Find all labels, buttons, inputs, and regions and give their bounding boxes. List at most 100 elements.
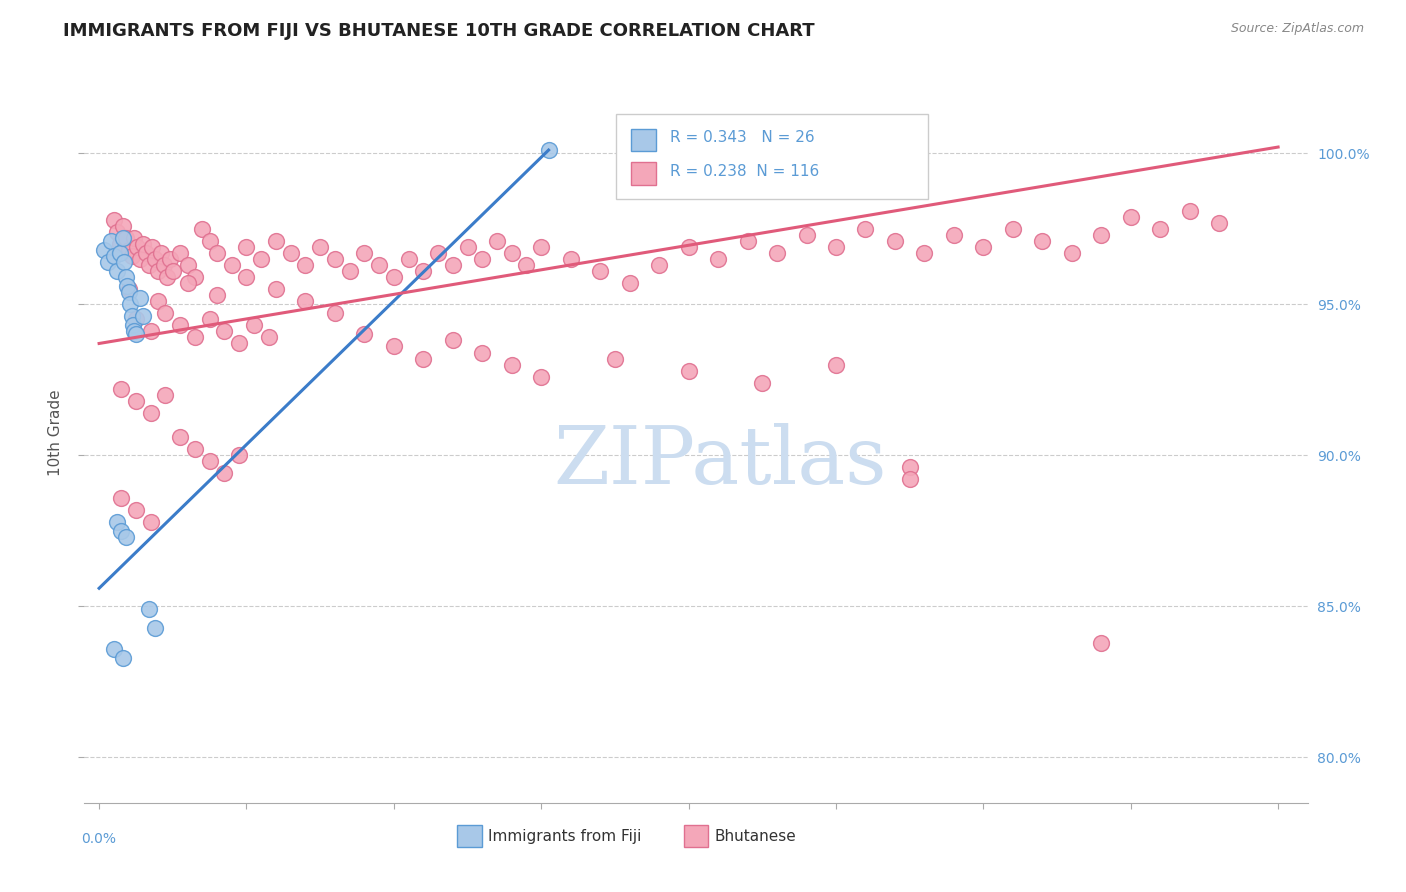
Point xyxy=(707,252,730,266)
Point xyxy=(912,245,935,260)
Point xyxy=(176,276,198,290)
Point xyxy=(825,240,848,254)
Point xyxy=(228,336,250,351)
Point xyxy=(441,334,464,348)
Point xyxy=(243,318,266,333)
Point xyxy=(135,245,157,260)
Point xyxy=(214,325,236,339)
Point xyxy=(121,249,143,263)
Point xyxy=(339,264,361,278)
Point xyxy=(125,327,148,342)
Point xyxy=(368,258,391,272)
Text: Bhutanese: Bhutanese xyxy=(714,829,796,844)
Point xyxy=(412,264,434,278)
Bar xyxy=(457,825,482,847)
Point xyxy=(412,351,434,366)
Point xyxy=(457,240,479,254)
Point xyxy=(110,491,132,505)
Point xyxy=(205,245,228,260)
Point xyxy=(898,460,921,475)
Point xyxy=(1090,227,1112,242)
Point xyxy=(184,330,207,344)
Point xyxy=(1001,221,1024,235)
Point xyxy=(294,294,316,309)
Point xyxy=(117,285,139,299)
Point xyxy=(737,234,759,248)
Point xyxy=(146,294,169,309)
Point xyxy=(501,245,523,260)
Point xyxy=(678,364,700,378)
Point xyxy=(264,282,287,296)
Point xyxy=(309,240,332,254)
Text: ZIPatlas: ZIPatlas xyxy=(554,423,887,501)
Bar xyxy=(683,825,709,847)
Point xyxy=(515,258,537,272)
Point xyxy=(294,258,316,272)
Point xyxy=(235,240,257,254)
Point xyxy=(471,252,494,266)
Point xyxy=(108,236,131,251)
Point xyxy=(141,240,163,254)
Text: Source: ZipAtlas.com: Source: ZipAtlas.com xyxy=(1230,22,1364,36)
Point xyxy=(205,288,228,302)
Point xyxy=(323,306,346,320)
Point xyxy=(105,225,128,239)
Point xyxy=(111,219,134,233)
Point xyxy=(155,306,177,320)
Point xyxy=(124,325,146,339)
Point xyxy=(1090,635,1112,649)
Bar xyxy=(631,129,655,152)
Point xyxy=(117,243,139,257)
Point xyxy=(122,318,145,333)
Point xyxy=(132,310,155,324)
Point xyxy=(176,258,198,272)
Point xyxy=(884,234,907,248)
Point xyxy=(146,264,169,278)
Point xyxy=(121,310,143,324)
Text: R = 0.343   N = 26: R = 0.343 N = 26 xyxy=(671,130,815,145)
Point xyxy=(105,515,128,529)
Point xyxy=(143,252,166,266)
Point xyxy=(898,473,921,487)
Point xyxy=(942,227,965,242)
Point xyxy=(114,530,136,544)
Point xyxy=(139,515,162,529)
Point xyxy=(139,325,162,339)
Text: R = 0.238  N = 116: R = 0.238 N = 116 xyxy=(671,164,820,178)
Point xyxy=(100,234,122,248)
Point xyxy=(132,236,155,251)
Point xyxy=(162,264,184,278)
Point xyxy=(530,240,553,254)
Point xyxy=(127,240,149,254)
Point xyxy=(110,382,132,396)
Point xyxy=(184,442,207,457)
Point xyxy=(138,602,160,616)
Point xyxy=(198,454,221,468)
Point xyxy=(103,249,125,263)
Point xyxy=(235,270,257,285)
Point xyxy=(214,467,236,481)
Point xyxy=(560,252,582,266)
Text: IMMIGRANTS FROM FIJI VS BHUTANESE 10TH GRADE CORRELATION CHART: IMMIGRANTS FROM FIJI VS BHUTANESE 10TH G… xyxy=(63,22,815,40)
Point xyxy=(117,282,139,296)
Point xyxy=(398,252,420,266)
Point xyxy=(1060,245,1083,260)
Point xyxy=(156,270,179,285)
Point xyxy=(485,234,508,248)
Point xyxy=(603,351,626,366)
Point xyxy=(110,524,132,538)
Point xyxy=(537,143,560,157)
Point xyxy=(766,245,789,260)
Point xyxy=(111,650,134,665)
Bar xyxy=(631,162,655,185)
Point xyxy=(108,245,131,260)
Point xyxy=(530,369,553,384)
Point xyxy=(103,212,125,227)
Point xyxy=(169,430,191,444)
Point xyxy=(198,312,221,326)
Point xyxy=(115,279,138,293)
Point xyxy=(441,258,464,272)
Point xyxy=(250,252,273,266)
Point xyxy=(143,621,166,635)
Point xyxy=(150,245,173,260)
